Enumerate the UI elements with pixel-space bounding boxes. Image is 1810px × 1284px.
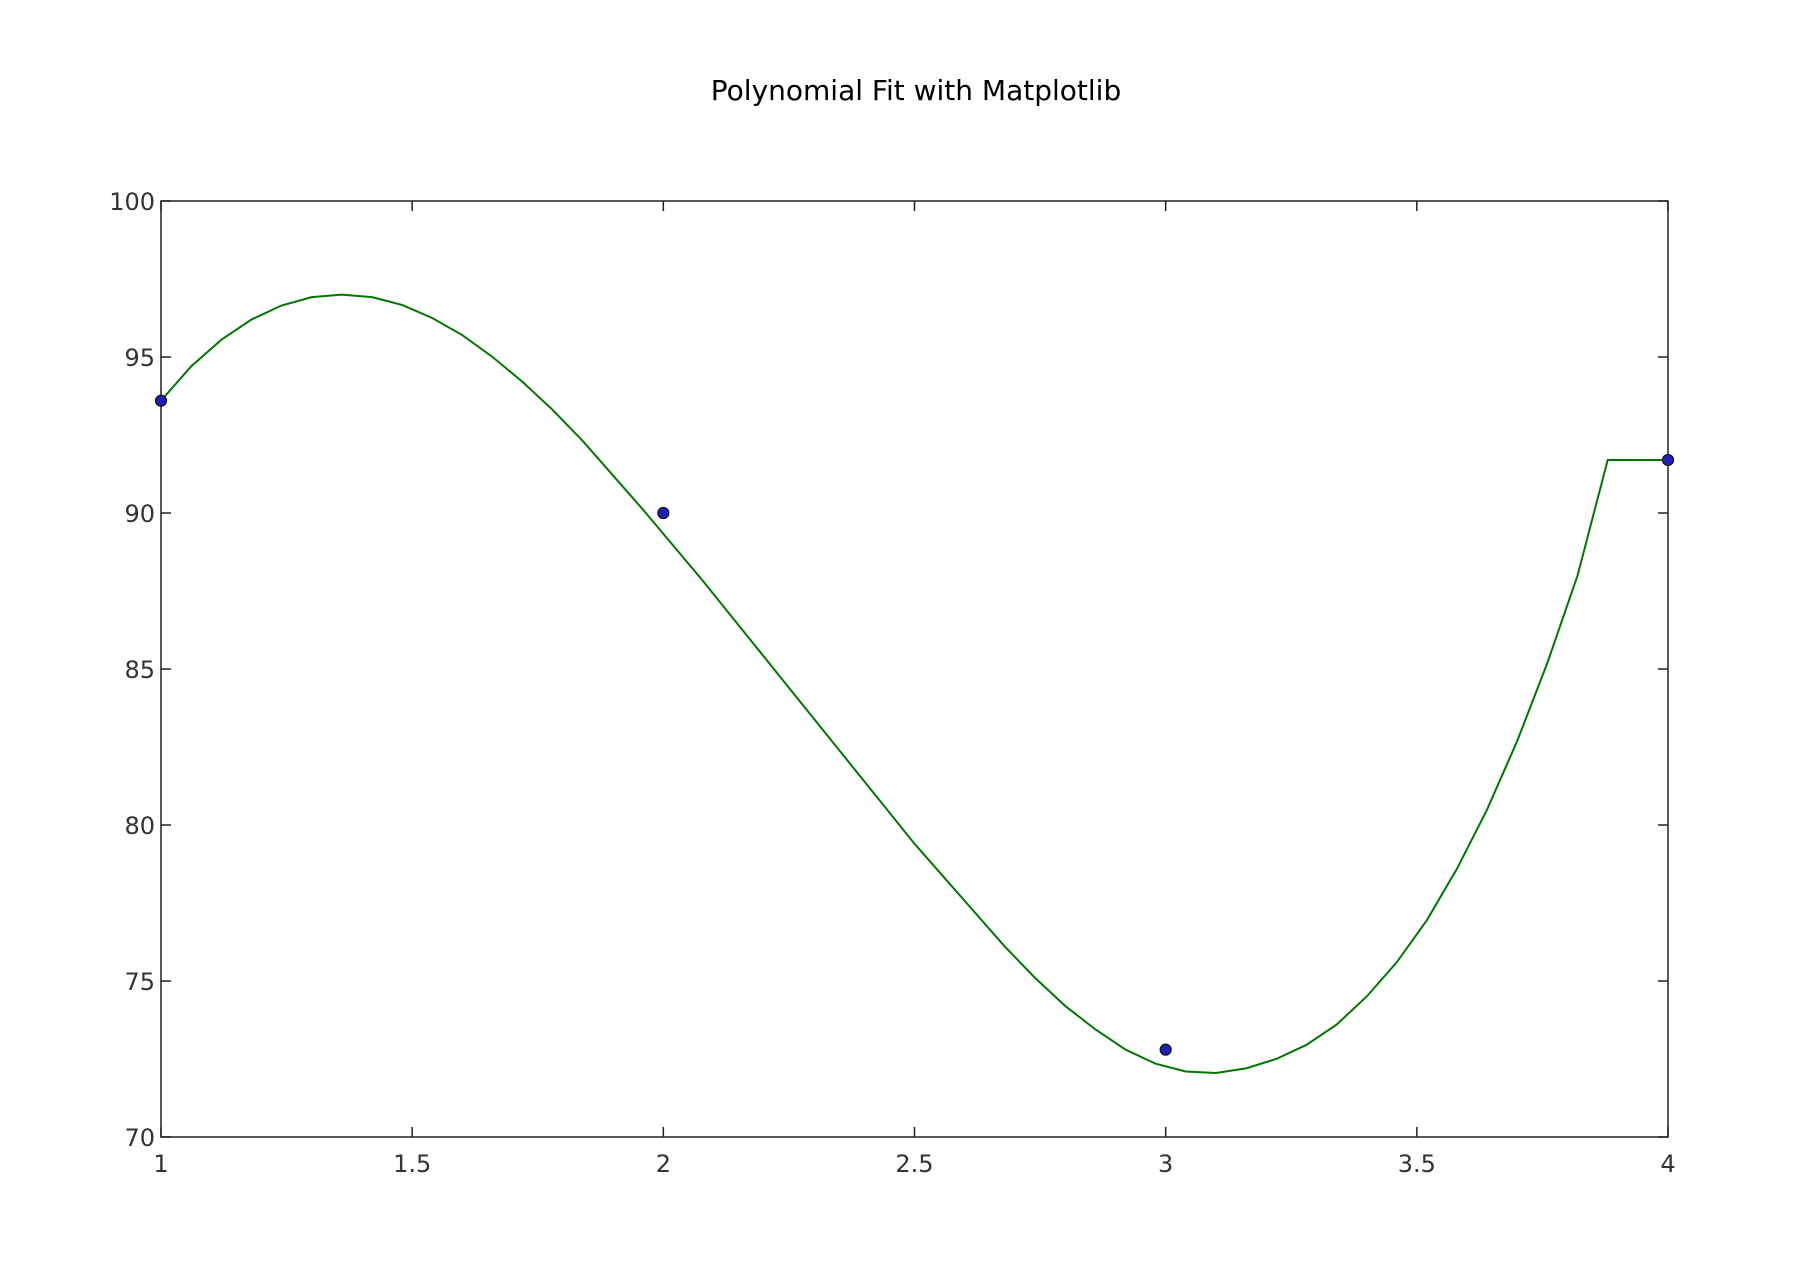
x-tick-label: 2.5 (895, 1150, 933, 1178)
data-point (1159, 1043, 1172, 1056)
y-tick-label: 75 (124, 968, 155, 996)
y-tick-label: 85 (124, 656, 155, 684)
y-tick-label: 95 (124, 344, 155, 372)
data-point (154, 394, 168, 407)
y-tick-label: 80 (124, 812, 155, 840)
y-tick-label: 100 (109, 188, 155, 216)
x-tick-label: 3 (1158, 1150, 1173, 1178)
x-tick-label: 3.5 (1398, 1150, 1436, 1178)
y-tick-label: 70 (124, 1124, 155, 1152)
fit-curve-line (160, 293, 1668, 1075)
y-tick-label: 90 (124, 500, 155, 528)
data-point (657, 506, 670, 520)
x-tick-label: 4 (1660, 1150, 1675, 1178)
plot-area: 1 1.5 2 2.5 3 3.5 4 70 75 80 85 90 95 100 (109, 188, 1675, 1178)
data-point (1661, 453, 1675, 467)
x-tick-label: 1 (153, 1150, 168, 1178)
x-tick-label: 1.5 (393, 1150, 431, 1178)
x-tick-label: 2 (656, 1150, 671, 1178)
chart-title: Polynomial Fit with Matplotlib (711, 74, 1121, 107)
axes-frame (160, 200, 1669, 1138)
